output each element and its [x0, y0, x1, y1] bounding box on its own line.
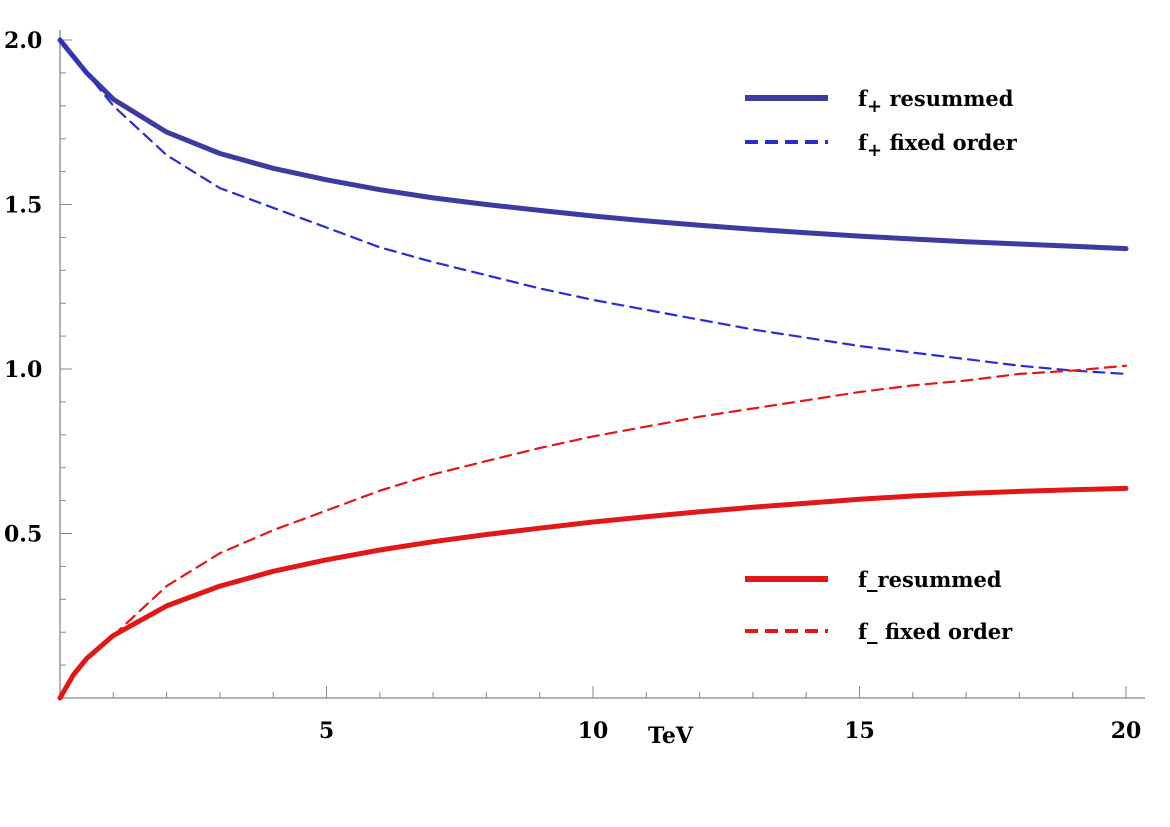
x-tick-label: 10: [578, 718, 609, 744]
series-line-f-fixed-order: [112, 364, 1128, 637]
x-tick-label: 20: [1111, 718, 1142, 744]
series-group: [57, 37, 1129, 701]
x-tick-label: 5: [319, 718, 334, 744]
legend-group: f+ resummed f+ fixed order f_resummed f_ fi…: [745, 86, 1018, 644]
legend-label-f-resummed: f_resummed: [858, 567, 1002, 592]
series-line-f-resummed: [57, 485, 1129, 701]
y-tick-label: 1.0: [4, 357, 42, 383]
axis-ticks: [60, 39, 1127, 698]
series-line-f-resummed: [57, 37, 1129, 252]
y-tick-label: 2.0: [4, 28, 42, 54]
plot-area: 5 10 15 20 0.5 1.0 1.5 2.0 TeV: [4, 28, 1145, 749]
axis-tick-labels: 5 10 15 20 0.5 1.0 1.5 2.0: [4, 28, 1141, 744]
x-axis-title: TeV: [648, 723, 694, 749]
x-tick-label: 15: [844, 718, 875, 744]
series-line-f-fixed-order: [58, 38, 1128, 375]
y-tick-label: 1.5: [4, 193, 42, 219]
legend-label-f-fixed-order: f+ fixed order: [858, 130, 1018, 161]
legend-label-f-resummed: f+ resummed: [858, 86, 1014, 117]
legend-label-f-fixed-order: f_ fixed order: [858, 619, 1013, 644]
y-tick-label: 0.5: [4, 522, 42, 548]
